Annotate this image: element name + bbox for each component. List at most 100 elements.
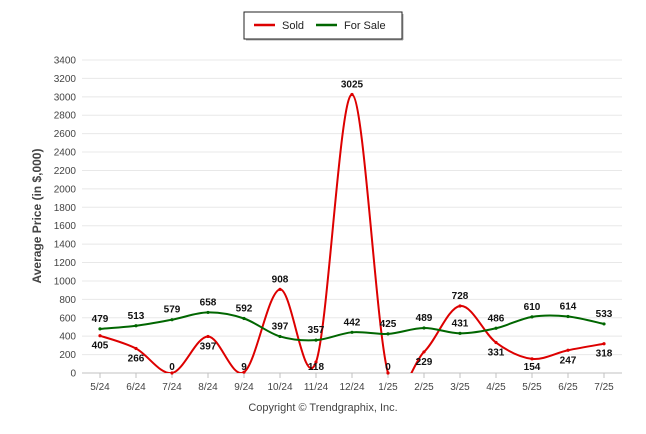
data-label-sold: 9 [241, 362, 247, 373]
y-tick-label: 1400 [54, 240, 77, 251]
point-sold [278, 287, 282, 292]
data-label-sold: 0 [385, 362, 391, 373]
y-tick-label: 800 [59, 295, 76, 306]
data-label-for-sale: 357 [308, 325, 325, 336]
data-label-for-sale: 425 [380, 319, 397, 330]
data-label-sold: 728 [452, 291, 469, 302]
point-for-sale [350, 330, 354, 334]
data-labels: 405 266 0 397 9 908 118 3025 0 229 728 331 154 247 318… [92, 80, 613, 373]
data-label-sold: 266 [128, 354, 145, 365]
data-label-sold: 318 [596, 349, 613, 360]
x-tick-label: 10/24 [267, 382, 292, 393]
legend-label-for-sale: For Sale [344, 20, 386, 32]
x-tick-label: 6/24 [126, 382, 146, 393]
point-for-sale [98, 327, 102, 331]
data-label-sold: 908 [272, 274, 289, 285]
legend: Sold For Sale [243, 11, 404, 41]
point-for-sale [422, 326, 426, 330]
x-tick-label: 5/24 [90, 382, 110, 393]
y-tick-label: 1000 [54, 276, 77, 287]
data-label-sold: 3025 [341, 80, 364, 91]
y-tick-label: 400 [59, 332, 76, 343]
data-label-for-sale: 592 [236, 304, 253, 315]
data-label-for-sale: 486 [488, 313, 505, 324]
data-label-sold: 0 [169, 362, 175, 373]
data-label-for-sale: 614 [560, 301, 577, 312]
point-for-sale [602, 322, 606, 326]
data-label-for-sale: 533 [596, 309, 613, 320]
point-for-sale [494, 326, 498, 330]
point-sold [458, 304, 462, 308]
point-for-sale [530, 315, 534, 319]
point-sold [350, 92, 354, 97]
data-label-for-sale: 431 [452, 318, 469, 329]
data-label-for-sale: 442 [344, 317, 361, 328]
point-for-sale [566, 314, 570, 319]
point-for-sale [170, 318, 174, 322]
point-for-sale [458, 331, 462, 335]
y-tick-label: 0 [70, 369, 76, 380]
y-tick-label: 2400 [54, 148, 77, 159]
y-tick-label: 2200 [54, 166, 77, 177]
point-sold [170, 371, 174, 375]
data-label-for-sale: 479 [92, 314, 109, 325]
point-sold [422, 350, 426, 354]
y-tick-label: 3400 [54, 56, 77, 67]
point-sold [494, 340, 498, 345]
point-for-sale [242, 316, 246, 321]
data-label-sold: 397 [200, 341, 217, 352]
data-label-sold: 331 [488, 348, 505, 359]
series-line-sold [99, 93, 605, 373]
data-label-for-sale: 579 [164, 305, 181, 316]
point-for-sale [134, 324, 138, 328]
x-tick-label: 3/25 [450, 382, 470, 393]
legend-label-sold: Sold [282, 20, 304, 32]
x-tick-label: 7/24 [162, 382, 182, 393]
point-sold [386, 371, 390, 375]
grid [82, 59, 622, 374]
y-tick-label: 1600 [54, 221, 77, 232]
point-sold [566, 348, 570, 352]
x-tick-label: 11/24 [304, 382, 329, 393]
x-tick-label: 12/24 [339, 382, 364, 393]
point-sold [314, 360, 318, 364]
x-tick-label: 6/25 [558, 382, 578, 393]
y-tick-label: 2000 [54, 184, 77, 195]
data-label-sold: 154 [524, 362, 541, 373]
point-sold [602, 342, 606, 346]
y-tick-label: 3000 [54, 92, 77, 103]
data-label-for-sale: 397 [272, 321, 289, 332]
point-for-sale [278, 334, 282, 339]
y-tick-label: 1800 [54, 203, 77, 214]
x-tick-label: 2/25 [414, 382, 434, 393]
y-tick-label: 3200 [54, 74, 77, 85]
point-for-sale [314, 338, 318, 342]
data-label-for-sale: 513 [128, 311, 145, 322]
data-label-sold: 118 [308, 362, 325, 373]
copyright-text: Copyright © Trendgraphix, Inc. [248, 402, 398, 414]
y-tick-label: 600 [59, 313, 76, 324]
y-axis-label: Average Price (in $,000) [30, 149, 44, 284]
data-label-sold: 229 [416, 357, 433, 368]
point-sold [134, 346, 138, 351]
point-sold [530, 357, 534, 361]
point-for-sale [206, 310, 210, 315]
x-tick-label: 5/25 [522, 382, 542, 393]
axes: 0 200 400 600 800 1000 1200 1400 1600 1800 2000 220… [54, 56, 622, 393]
point-for-sale [386, 332, 390, 336]
y-tick-label: 2800 [54, 111, 77, 122]
y-tick-label: 2600 [54, 129, 77, 140]
data-label-for-sale: 610 [524, 302, 541, 313]
y-tick-label: 200 [59, 350, 76, 361]
x-tick-label: 9/24 [234, 382, 254, 393]
x-tick-label: 8/24 [198, 382, 218, 393]
point-sold [242, 370, 246, 374]
data-label-for-sale: 489 [416, 313, 433, 324]
data-label-sold: 405 [92, 341, 109, 352]
x-tick-label: 1/25 [378, 382, 398, 393]
x-tick-label: 4/25 [486, 382, 506, 393]
point-sold [206, 334, 210, 339]
point-sold [98, 334, 102, 338]
